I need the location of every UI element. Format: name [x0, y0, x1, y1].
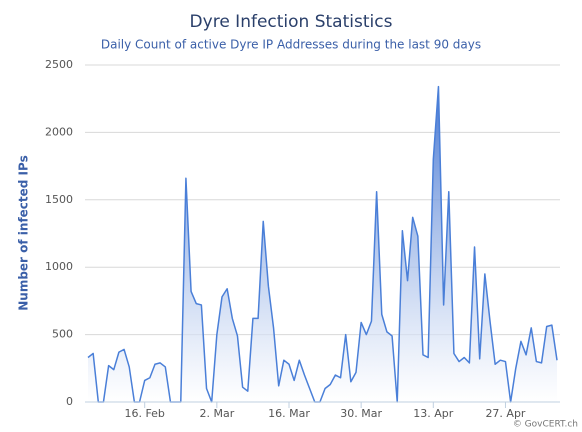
- x-tick-label: 13. Apr: [413, 407, 453, 420]
- y-tick-label: 1500: [45, 193, 73, 206]
- y-tick-label: 2500: [45, 58, 73, 71]
- y-tick-label: 500: [52, 328, 73, 341]
- y-axis-title: Number of infected IPs: [17, 155, 31, 311]
- x-tick-label: 30. Mar: [340, 407, 382, 420]
- x-tick-label: 16. Mar: [268, 407, 310, 420]
- x-tick-label: 16. Feb: [124, 407, 164, 420]
- x-tick-label: 2. Mar: [199, 407, 234, 420]
- chart-title: Dyre Infection Statistics: [190, 12, 393, 32]
- credit: © GovCERT.ch: [513, 420, 578, 430]
- line: [87, 85, 558, 403]
- y-tick-label: 1000: [45, 260, 73, 273]
- y-tick-label: 0: [66, 395, 73, 408]
- x-tick-label: 27. Apr: [485, 407, 525, 420]
- area: [88, 86, 557, 402]
- y-tick-label: 2000: [45, 125, 73, 138]
- chart-subtitle: Daily Count of active Dyre IP Addresses …: [101, 38, 481, 52]
